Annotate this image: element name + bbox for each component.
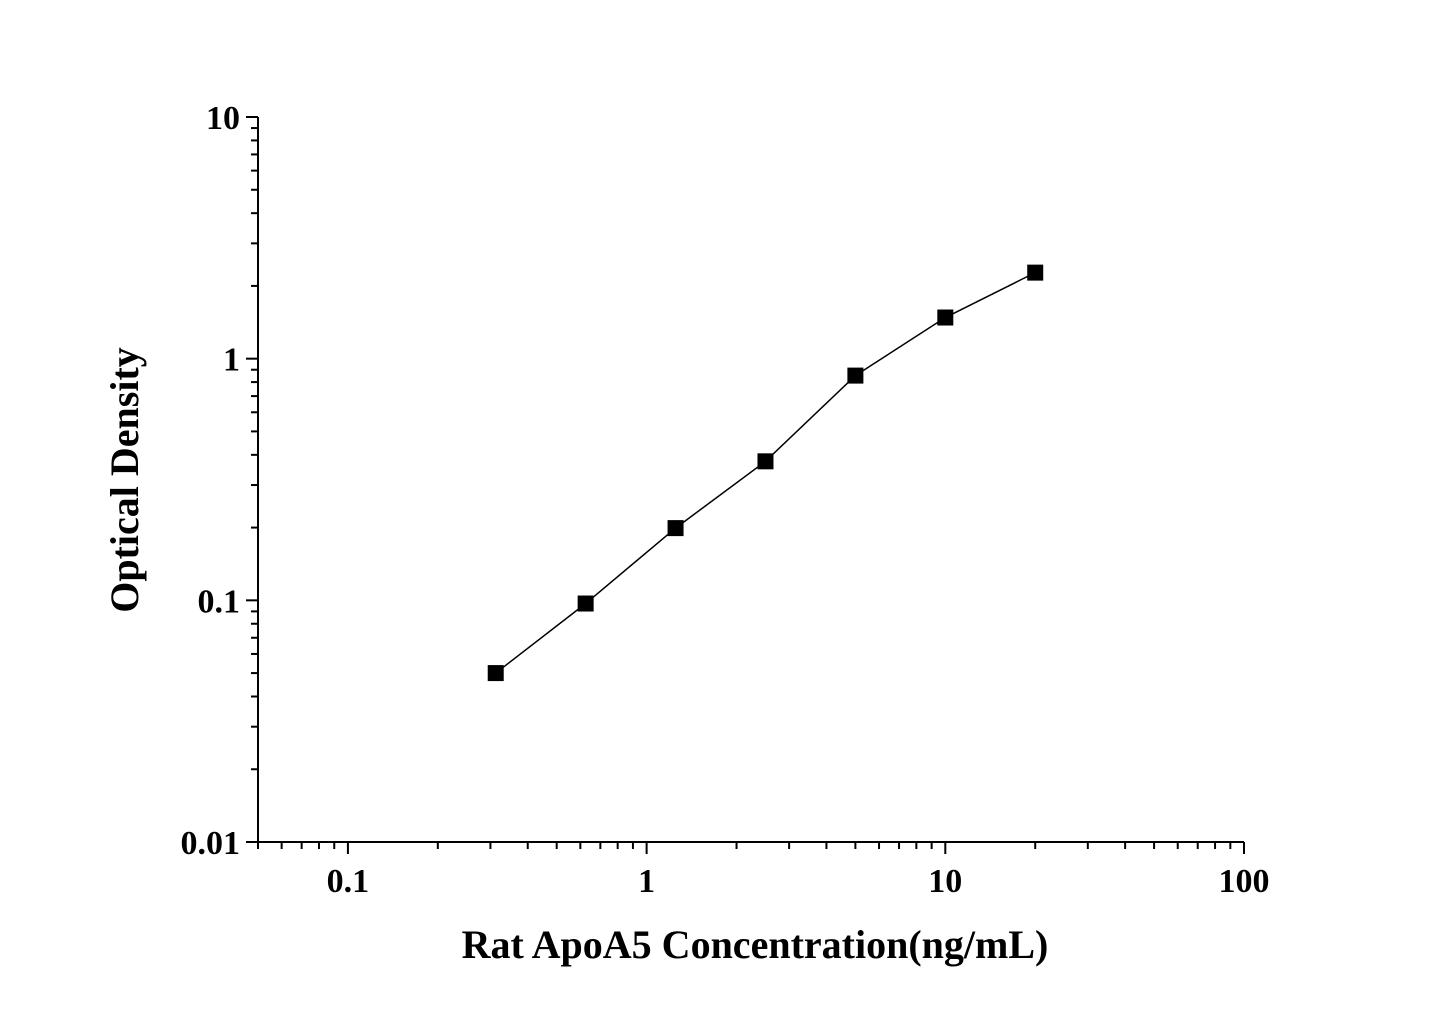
y-axis-label: Optical Density <box>102 347 147 613</box>
x-tick-label: 10 <box>928 863 962 900</box>
data-marks <box>487 264 1044 682</box>
data-point <box>1027 264 1044 281</box>
data-point <box>577 595 594 612</box>
fit-curve <box>495 271 1036 674</box>
x-tick-label: 0.1 <box>327 863 370 900</box>
x-tick-label: 1 <box>638 863 655 900</box>
x-tick-label: 100 <box>1219 863 1270 900</box>
data-point <box>667 520 684 537</box>
y-tick-label: 0.1 <box>198 583 241 620</box>
data-point <box>487 665 504 682</box>
y-tick-label: 0.01 <box>181 825 241 862</box>
axes <box>246 116 1245 854</box>
data-point <box>937 309 954 326</box>
y-tick-label: 1 <box>223 342 240 379</box>
x-axis-label: Rat ApoA5 Concentration(ng/mL) <box>462 922 1049 967</box>
tick-labels: 0.1 1 10 100 0.01 0.1 1 10 <box>181 100 1270 900</box>
data-point <box>757 453 774 470</box>
y-tick-label: 10 <box>206 100 240 137</box>
data-point <box>847 367 864 384</box>
